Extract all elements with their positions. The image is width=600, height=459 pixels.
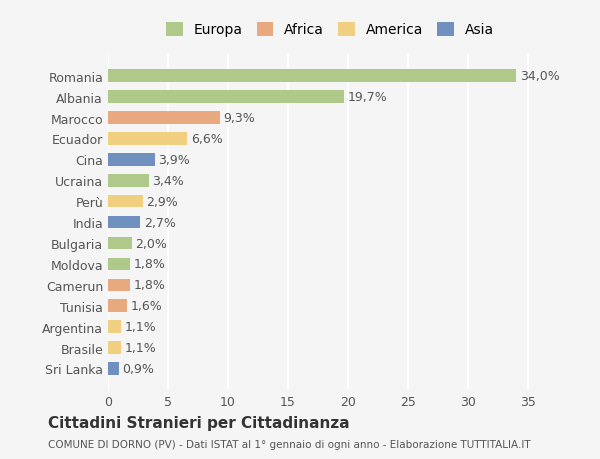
Text: 1,1%: 1,1%: [125, 341, 157, 354]
Text: 19,7%: 19,7%: [348, 91, 388, 104]
Bar: [108, 279, 130, 291]
Bar: [108, 237, 132, 250]
Bar: [108, 196, 143, 208]
Bar: [108, 258, 130, 271]
Bar: [108, 216, 140, 229]
Text: 3,9%: 3,9%: [158, 154, 190, 167]
Bar: [108, 133, 187, 146]
Text: 2,0%: 2,0%: [136, 237, 167, 250]
Bar: [108, 321, 121, 333]
Bar: [108, 363, 119, 375]
Text: 6,6%: 6,6%: [191, 133, 223, 146]
Text: 1,1%: 1,1%: [125, 320, 157, 333]
Text: 2,9%: 2,9%: [146, 195, 178, 208]
Bar: [108, 341, 121, 354]
Bar: [108, 91, 344, 104]
Bar: [108, 70, 516, 83]
Bar: [108, 174, 149, 187]
Text: 3,4%: 3,4%: [152, 174, 184, 187]
Bar: [108, 154, 155, 166]
Text: 1,6%: 1,6%: [131, 300, 163, 313]
Text: COMUNE DI DORNO (PV) - Dati ISTAT al 1° gennaio di ogni anno - Elaborazione TUTT: COMUNE DI DORNO (PV) - Dati ISTAT al 1° …: [48, 440, 530, 449]
Bar: [108, 112, 220, 124]
Text: 2,7%: 2,7%: [144, 216, 176, 229]
Text: 0,9%: 0,9%: [122, 362, 154, 375]
Text: 34,0%: 34,0%: [520, 70, 559, 83]
Text: 1,8%: 1,8%: [133, 279, 165, 291]
Text: 1,8%: 1,8%: [133, 258, 165, 271]
Text: 9,3%: 9,3%: [223, 112, 255, 125]
Bar: [108, 300, 127, 312]
Text: Cittadini Stranieri per Cittadinanza: Cittadini Stranieri per Cittadinanza: [48, 415, 350, 430]
Legend: Europa, Africa, America, Asia: Europa, Africa, America, Asia: [162, 18, 498, 41]
